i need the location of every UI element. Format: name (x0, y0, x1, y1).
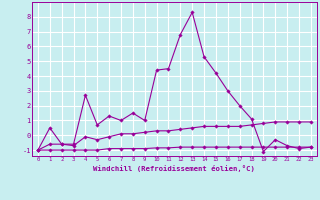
X-axis label: Windchill (Refroidissement éolien,°C): Windchill (Refroidissement éolien,°C) (93, 165, 255, 172)
